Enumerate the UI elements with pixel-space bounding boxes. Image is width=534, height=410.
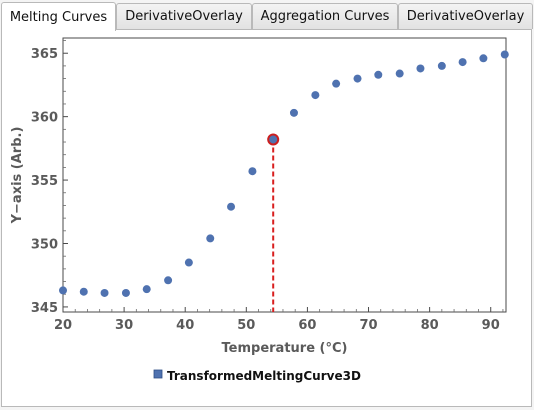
data-point[interactable] <box>248 167 257 176</box>
x-tick-label: 40 <box>176 318 194 333</box>
x-tick-label: 60 <box>298 318 316 333</box>
y-tick-label: 360 <box>31 111 58 126</box>
data-point[interactable] <box>353 74 362 83</box>
x-tick-label: 30 <box>115 318 133 333</box>
chart-panel <box>1 29 532 407</box>
data-point[interactable] <box>227 202 236 211</box>
tab-melting-curves[interactable]: Melting Curves <box>1 2 116 31</box>
data-point[interactable] <box>374 70 383 79</box>
x-axis-ticks: 20 30 40 50 60 70 80 90 <box>54 307 504 333</box>
data-point[interactable] <box>332 79 341 88</box>
data-point[interactable] <box>458 58 467 67</box>
tab-derivative-overlay-1[interactable]: DerivativeOverlay <box>116 3 252 29</box>
y-tick-label: 345 <box>31 301 58 316</box>
highlight-point[interactable] <box>267 133 280 146</box>
tab-bar: Melting Curves DerivativeOverlay Aggrega… <box>0 0 534 31</box>
data-point[interactable] <box>164 276 173 285</box>
data-point[interactable] <box>100 288 109 297</box>
x-tick-label: 80 <box>421 318 439 333</box>
data-point[interactable] <box>289 108 298 117</box>
data-point[interactable] <box>500 50 509 59</box>
data-point[interactable] <box>395 69 404 78</box>
x-tick-label: 20 <box>54 318 72 333</box>
y-tick-label: 350 <box>31 238 58 253</box>
data-point[interactable] <box>311 91 320 100</box>
data-points <box>59 50 509 297</box>
y-axis-ticks: 345 350 355 360 365 <box>31 40 68 316</box>
x-tick-label: 70 <box>359 318 377 333</box>
data-point[interactable] <box>206 234 215 243</box>
data-point[interactable] <box>59 286 67 295</box>
data-point[interactable] <box>121 288 130 297</box>
data-point[interactable] <box>79 287 88 296</box>
y-tick-label: 355 <box>31 174 58 189</box>
data-point[interactable] <box>184 258 193 267</box>
legend-label: TransformedMeltingCurve3D <box>167 369 361 383</box>
legend-swatch <box>153 369 163 379</box>
tab-aggregation-curves[interactable]: Aggregation Curves <box>252 3 398 29</box>
y-tick-label: 365 <box>31 47 58 62</box>
data-point[interactable] <box>416 64 425 73</box>
data-point[interactable] <box>479 54 488 63</box>
x-axis-label: Temperature (°C) <box>222 341 348 356</box>
x-tick-label: 90 <box>482 318 500 333</box>
data-point[interactable] <box>142 285 151 294</box>
y-axis-label: Y−axis (Arb.) <box>10 127 25 225</box>
x-tick-label: 50 <box>237 318 255 333</box>
data-point[interactable] <box>437 61 446 70</box>
plot-frame <box>62 37 507 313</box>
tab-derivative-overlay-2[interactable]: DerivativeOverlay <box>398 3 533 29</box>
